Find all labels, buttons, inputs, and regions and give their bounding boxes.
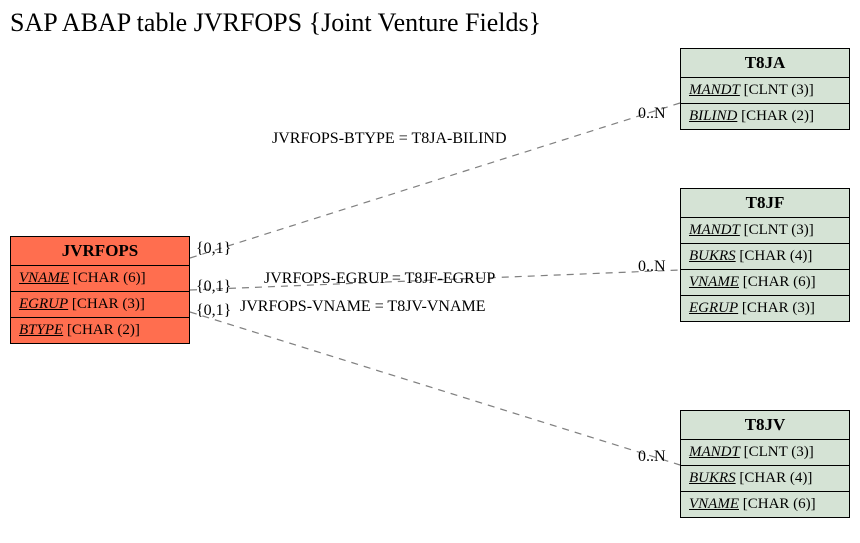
cardinality-right: 0..N [638, 105, 666, 123]
field-name: EGRUP [689, 300, 738, 316]
field-name: BTYPE [19, 322, 63, 338]
field-name: BILIND [689, 108, 737, 124]
field-row: MANDT [CLNT (3)] [681, 440, 849, 466]
entity-t8jv: T8JV MANDT [CLNT (3)]BUKRS [CHAR (4)]VNA… [680, 410, 850, 518]
cardinality-right: 0..N [638, 448, 666, 466]
field-row: EGRUP [CHAR (3)] [11, 292, 189, 318]
field-name: BUKRS [689, 248, 736, 264]
cardinality-right: 0..N [638, 258, 666, 276]
field-row: VNAME [CHAR (6)] [11, 266, 189, 292]
field-type: [CHAR (3)] [68, 296, 145, 312]
field-type: [CLNT (3)] [740, 82, 814, 98]
entity-header: T8JF [681, 189, 849, 218]
entity-header: T8JV [681, 411, 849, 440]
field-name: EGRUP [19, 296, 68, 312]
field-type: [CHAR (4)] [736, 470, 813, 486]
field-name: VNAME [689, 496, 739, 512]
field-row: EGRUP [CHAR (3)] [681, 296, 849, 321]
field-row: BILIND [CHAR (2)] [681, 104, 849, 129]
relation-label: JVRFOPS-VNAME = T8JV-VNAME [240, 298, 486, 316]
field-name: MANDT [689, 82, 740, 98]
field-name: VNAME [689, 274, 739, 290]
relation-label: JVRFOPS-EGRUP = T8JF-EGRUP [264, 270, 495, 288]
field-type: [CLNT (3)] [740, 222, 814, 238]
relation-label: JVRFOPS-BTYPE = T8JA-BILIND [272, 130, 507, 148]
field-type: [CHAR (6)] [69, 270, 146, 286]
entity-header: T8JA [681, 49, 849, 78]
cardinality-left: {0,1} [196, 302, 231, 320]
field-row: BUKRS [CHAR (4)] [681, 466, 849, 492]
field-type: [CHAR (6)] [739, 274, 816, 290]
field-type: [CHAR (2)] [63, 322, 140, 338]
entity-t8ja: T8JA MANDT [CLNT (3)]BILIND [CHAR (2)] [680, 48, 850, 130]
entity-header: JVRFOPS [11, 237, 189, 266]
page-title: SAP ABAP table JVRFOPS {Joint Venture Fi… [10, 8, 541, 38]
field-row: MANDT [CLNT (3)] [681, 78, 849, 104]
field-row: BTYPE [CHAR (2)] [11, 318, 189, 343]
field-row: VNAME [CHAR (6)] [681, 492, 849, 517]
field-type: [CHAR (6)] [739, 496, 816, 512]
field-type: [CHAR (3)] [738, 300, 815, 316]
field-type: [CLNT (3)] [740, 444, 814, 460]
field-name: MANDT [689, 444, 740, 460]
field-row: VNAME [CHAR (6)] [681, 270, 849, 296]
cardinality-left: {0,1} [196, 278, 231, 296]
field-name: VNAME [19, 270, 69, 286]
cardinality-left: {0,1} [196, 240, 231, 258]
field-name: BUKRS [689, 470, 736, 486]
field-row: BUKRS [CHAR (4)] [681, 244, 849, 270]
entity-jvrfops: JVRFOPS VNAME [CHAR (6)]EGRUP [CHAR (3)]… [10, 236, 190, 344]
field-name: MANDT [689, 222, 740, 238]
field-type: [CHAR (4)] [736, 248, 813, 264]
entity-t8jf: T8JF MANDT [CLNT (3)]BUKRS [CHAR (4)]VNA… [680, 188, 850, 322]
field-type: [CHAR (2)] [737, 108, 814, 124]
field-row: MANDT [CLNT (3)] [681, 218, 849, 244]
